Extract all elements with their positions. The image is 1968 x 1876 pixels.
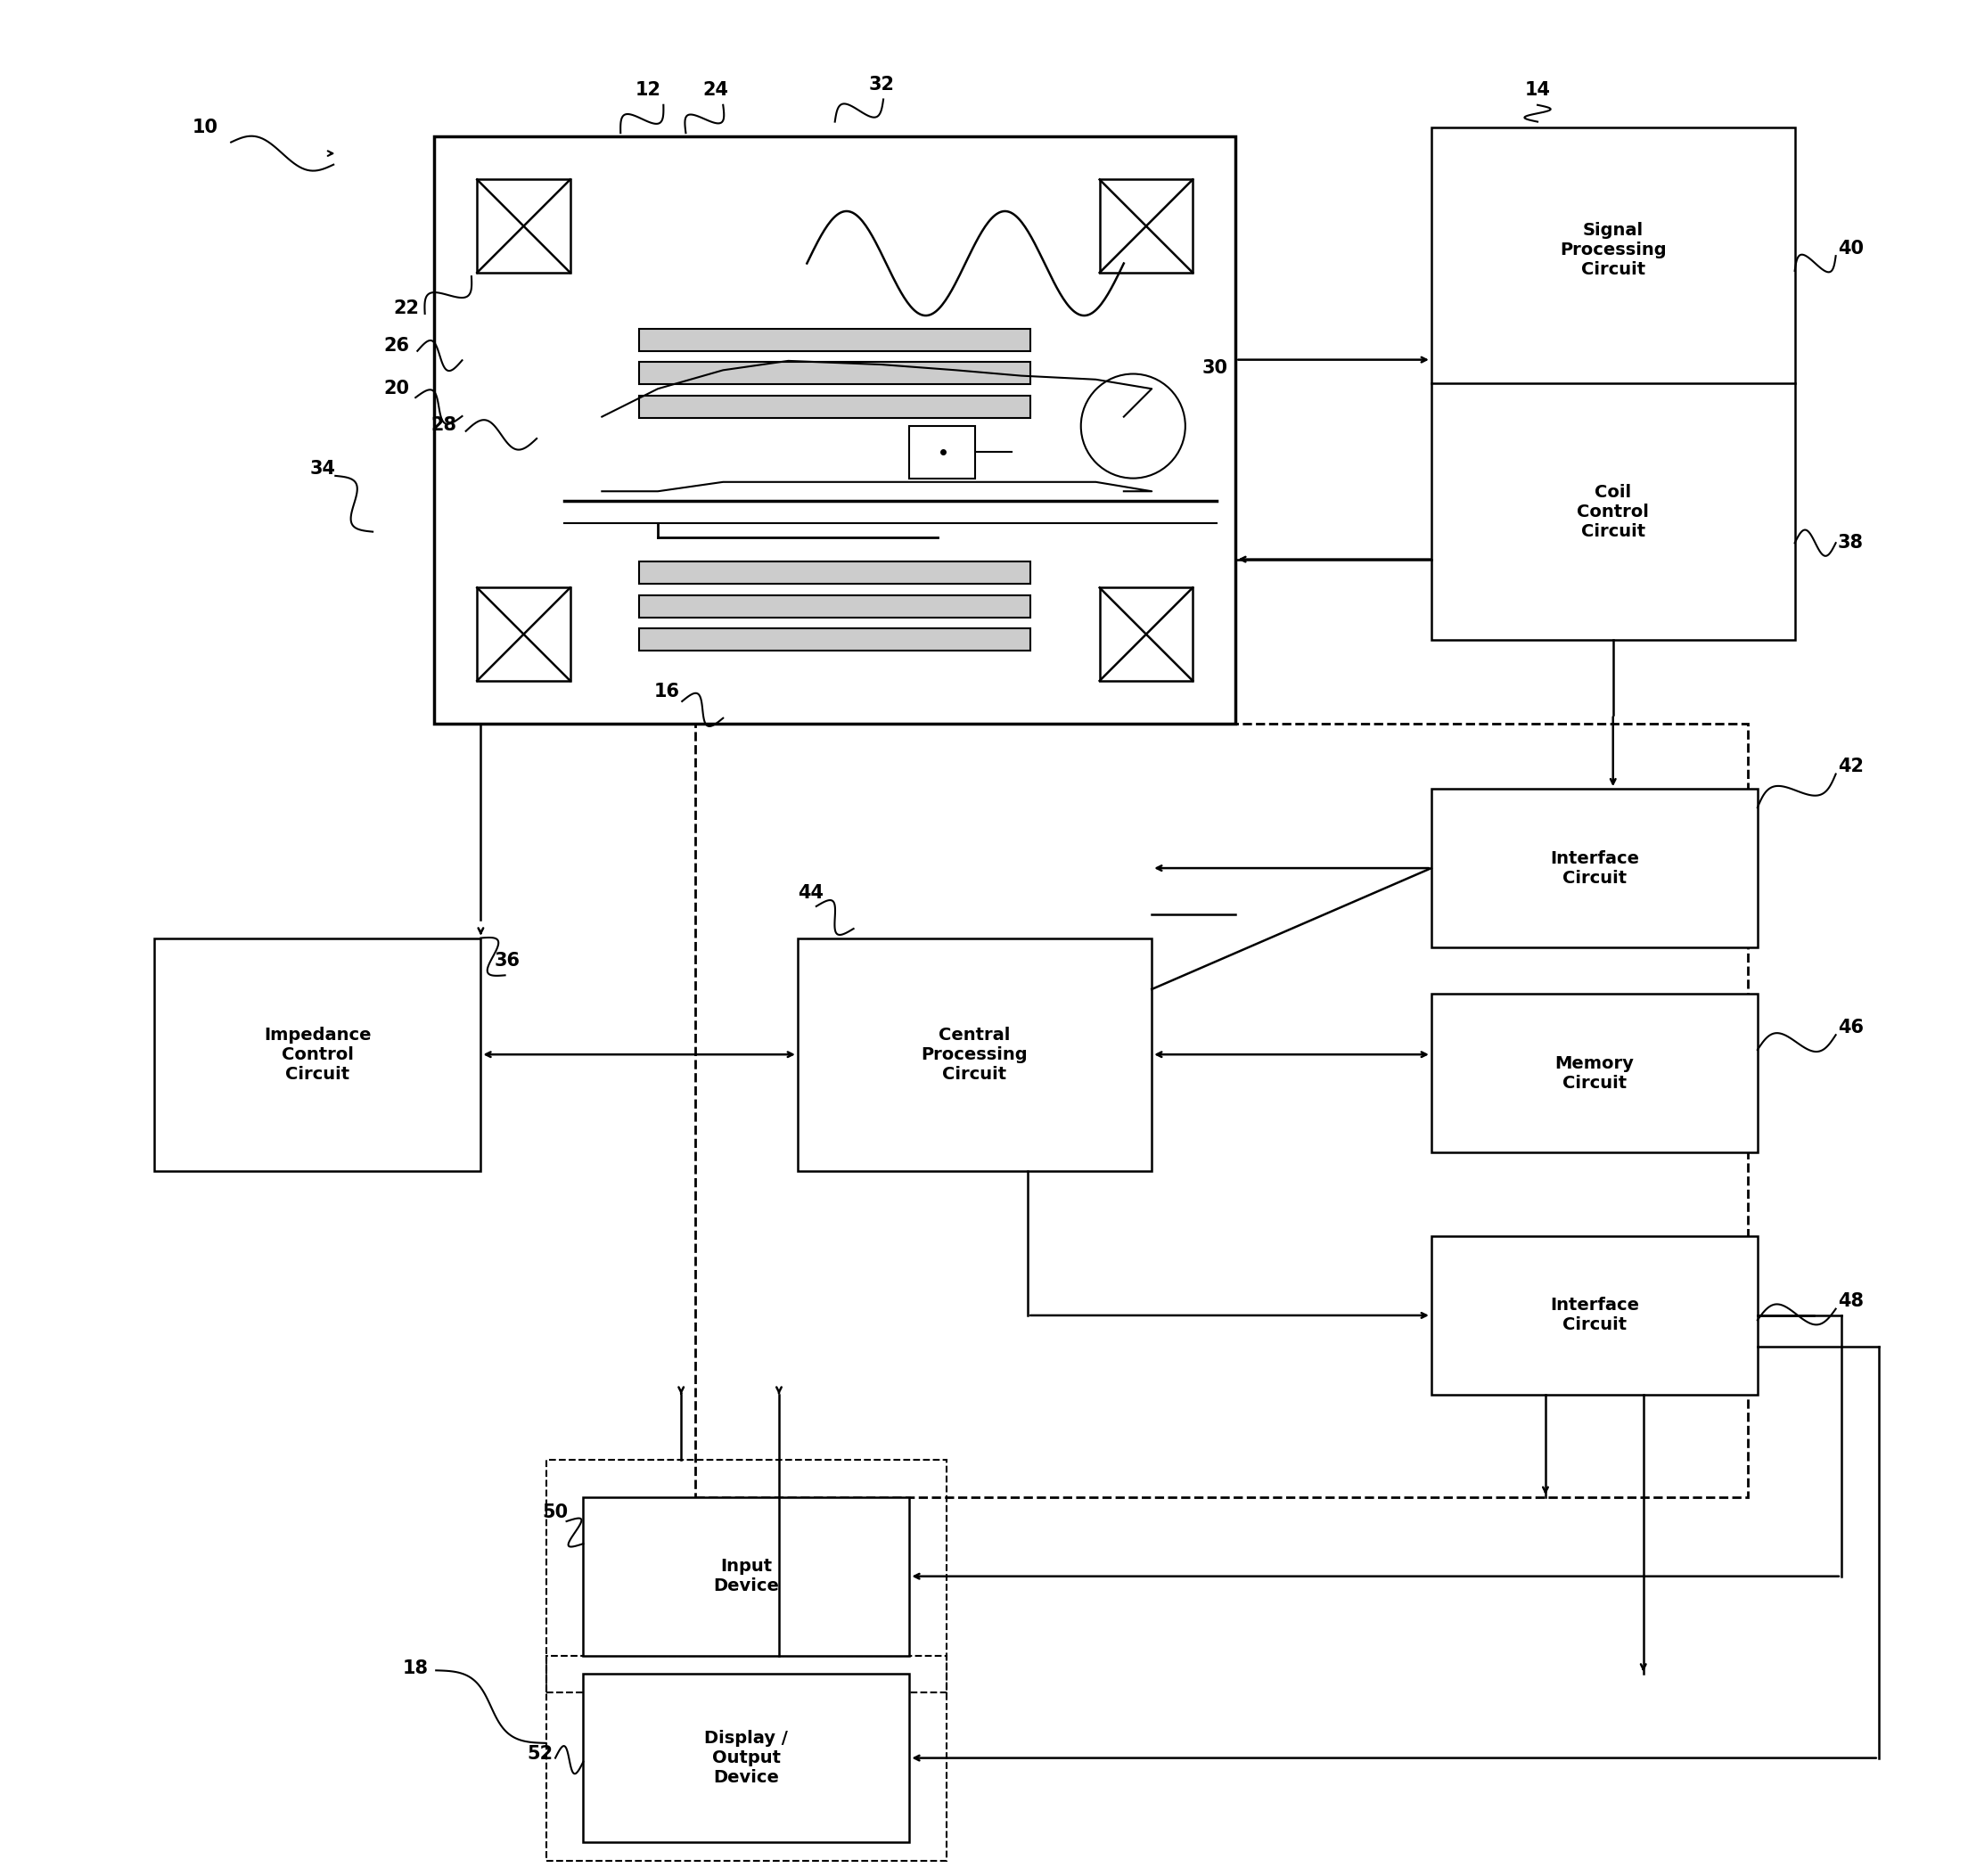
Bar bbox=[1431, 790, 1757, 947]
Bar bbox=[583, 1497, 909, 1655]
Text: 34: 34 bbox=[309, 460, 335, 477]
Text: 42: 42 bbox=[1838, 758, 1864, 775]
Bar bbox=[909, 426, 974, 478]
Text: 50: 50 bbox=[543, 1503, 569, 1521]
Bar bbox=[640, 396, 1031, 418]
Text: 22: 22 bbox=[394, 298, 419, 317]
Text: 14: 14 bbox=[1525, 81, 1551, 99]
Bar bbox=[545, 1460, 947, 1692]
Text: 32: 32 bbox=[868, 75, 893, 94]
Bar bbox=[1100, 180, 1193, 272]
Bar bbox=[640, 595, 1031, 617]
Bar bbox=[640, 328, 1031, 351]
Text: 52: 52 bbox=[527, 1745, 553, 1763]
Text: Central
Processing
Circuit: Central Processing Circuit bbox=[921, 1026, 1027, 1082]
Text: 30: 30 bbox=[1202, 358, 1228, 377]
Bar bbox=[583, 1673, 909, 1842]
Text: Coil
Control
Circuit: Coil Control Circuit bbox=[1576, 484, 1649, 540]
Bar bbox=[1431, 128, 1795, 640]
Text: 46: 46 bbox=[1838, 1019, 1864, 1036]
Bar bbox=[476, 587, 571, 681]
Text: Interface
Circuit: Interface Circuit bbox=[1551, 850, 1639, 885]
Bar bbox=[695, 724, 1748, 1497]
Text: Display /
Output
Device: Display / Output Device bbox=[705, 1730, 789, 1786]
Text: 28: 28 bbox=[431, 416, 457, 435]
Text: 40: 40 bbox=[1838, 240, 1864, 257]
Text: Interface
Circuit: Interface Circuit bbox=[1551, 1296, 1639, 1334]
Bar bbox=[155, 938, 480, 1171]
Text: 38: 38 bbox=[1838, 535, 1864, 552]
Bar bbox=[476, 180, 571, 272]
Text: 26: 26 bbox=[384, 336, 409, 355]
Text: Input
Device: Input Device bbox=[714, 1559, 779, 1595]
Text: Signal
Processing
Circuit: Signal Processing Circuit bbox=[1561, 221, 1667, 278]
Bar bbox=[640, 561, 1031, 583]
Bar bbox=[1431, 994, 1757, 1152]
Text: Memory
Circuit: Memory Circuit bbox=[1555, 1054, 1633, 1092]
Bar bbox=[435, 137, 1236, 724]
Bar bbox=[640, 362, 1031, 385]
Text: 48: 48 bbox=[1838, 1293, 1864, 1309]
Bar bbox=[797, 938, 1151, 1171]
Bar bbox=[1100, 587, 1193, 681]
Text: 10: 10 bbox=[193, 118, 218, 137]
Text: 36: 36 bbox=[494, 951, 520, 970]
Text: 20: 20 bbox=[384, 379, 409, 398]
Text: 12: 12 bbox=[636, 81, 661, 99]
Bar bbox=[1431, 1236, 1757, 1394]
Text: 16: 16 bbox=[653, 683, 681, 702]
Text: 24: 24 bbox=[703, 81, 728, 99]
Bar bbox=[640, 628, 1031, 651]
Text: 18: 18 bbox=[403, 1660, 429, 1677]
Bar bbox=[545, 1655, 947, 1861]
Text: Impedance
Control
Circuit: Impedance Control Circuit bbox=[264, 1026, 372, 1082]
Text: 44: 44 bbox=[797, 884, 823, 902]
